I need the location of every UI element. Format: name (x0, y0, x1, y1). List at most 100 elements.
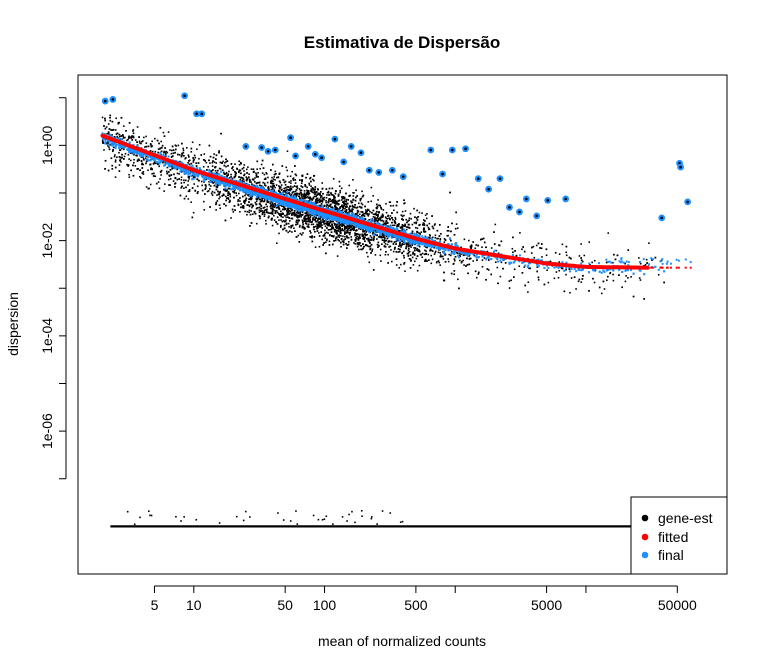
gene-est-point (344, 228, 346, 230)
gene-est-point (306, 189, 308, 192)
gene-est-point (431, 258, 434, 261)
gene-est-point (361, 195, 364, 198)
gene-est-point (284, 220, 287, 222)
gene-est-point (326, 224, 329, 227)
gene-est-point (344, 226, 347, 229)
gene-est-point (271, 176, 273, 179)
gene-est-point (383, 240, 386, 243)
gene-est-point (313, 191, 316, 194)
gene-est-point (369, 248, 371, 251)
gene-est-point (280, 213, 283, 215)
gene-est-point (138, 159, 141, 162)
gene-est-point (104, 117, 106, 120)
gene-est-point (389, 245, 392, 248)
gene-est-point (368, 241, 371, 243)
gene-est-point (493, 231, 495, 233)
gene-est-point (260, 205, 263, 207)
gene-est-point (309, 199, 311, 201)
gene-est-point (284, 183, 287, 186)
gene-est-point (458, 254, 461, 257)
gene-est-point (130, 136, 133, 138)
gene-est-point (444, 261, 447, 263)
gene-est-point (330, 193, 333, 196)
gene-est-point (302, 220, 304, 223)
gene-est-point (384, 237, 386, 239)
gene-est-point (502, 267, 504, 270)
gene-est-point (430, 249, 432, 252)
gene-est-point (259, 217, 261, 220)
gene-est-point (151, 150, 154, 153)
gene-est-point (238, 171, 240, 174)
gene-est-point (234, 171, 236, 173)
gene-est-point (580, 281, 583, 283)
gene-est-point (354, 204, 356, 206)
gene-est-point (263, 200, 266, 203)
gene-est-point (386, 237, 389, 240)
gene-est-point (265, 173, 268, 175)
gene-est-point (403, 202, 405, 205)
gene-est-point (204, 187, 207, 189)
gene-est-point (209, 155, 212, 158)
gene-est-point (254, 177, 256, 179)
gene-est-point (215, 162, 218, 164)
gene-est-point (332, 200, 335, 202)
gene-est-point (305, 194, 307, 196)
gene-est-point (299, 213, 301, 216)
gene-est-point (163, 150, 165, 153)
gene-est-point (112, 150, 114, 153)
gene-est-point (315, 225, 317, 228)
gene-est-point (343, 239, 345, 241)
gene-est-point (376, 220, 379, 222)
gene-est-point (397, 229, 400, 232)
gene-est-point (260, 163, 263, 166)
gene-est-point (128, 122, 131, 124)
gene-est-point (285, 216, 287, 219)
gene-est-point (107, 123, 110, 125)
gene-est-point (331, 220, 333, 223)
gene-est-point (405, 245, 408, 248)
gene-est-point (267, 212, 270, 214)
gene-est-point (191, 172, 194, 174)
gene-est-point (129, 159, 132, 162)
gene-est-point (355, 226, 357, 228)
gene-est-point (241, 206, 244, 209)
gene-est-point (362, 237, 364, 240)
gene-est-point (593, 259, 596, 262)
gene-est-point (481, 238, 483, 240)
gene-est-point (290, 209, 293, 212)
gene-est-point (157, 151, 160, 154)
gene-est-point (270, 207, 272, 210)
gene-est-point (469, 257, 472, 260)
gene-est-point (581, 260, 584, 263)
gene-est-point (308, 182, 310, 185)
gene-est-point (483, 257, 486, 259)
gene-est-point (421, 212, 423, 214)
gene-est-point (325, 188, 328, 190)
gene-est-point (172, 152, 175, 155)
gene-est-point (405, 242, 408, 245)
gene-est-point (227, 191, 230, 193)
gene-est-point (283, 224, 286, 227)
gene-est-point (310, 188, 313, 191)
gene-est-point (321, 201, 324, 203)
gene-est-point (408, 219, 410, 222)
gene-est-point (158, 165, 161, 168)
gene-est-point (378, 204, 380, 207)
gene-est-point (214, 169, 217, 172)
gene-est-point (394, 216, 397, 219)
gene-est-point (252, 204, 254, 207)
gene-est-point (345, 226, 347, 228)
gene-est-point (225, 195, 227, 198)
gene-est-point (350, 236, 353, 238)
gene-est-point (225, 172, 228, 175)
gene-est-point (284, 191, 286, 193)
gene-est-point (300, 182, 303, 185)
gene-est-point (475, 244, 477, 246)
gene-est-point (244, 210, 246, 213)
gene-est-point (338, 236, 341, 238)
x-tick-label: 100 (313, 597, 337, 613)
gene-est-point (420, 253, 422, 256)
gene-est-point (212, 160, 214, 162)
gene-est-point (184, 157, 186, 160)
gene-est-point (126, 163, 128, 166)
